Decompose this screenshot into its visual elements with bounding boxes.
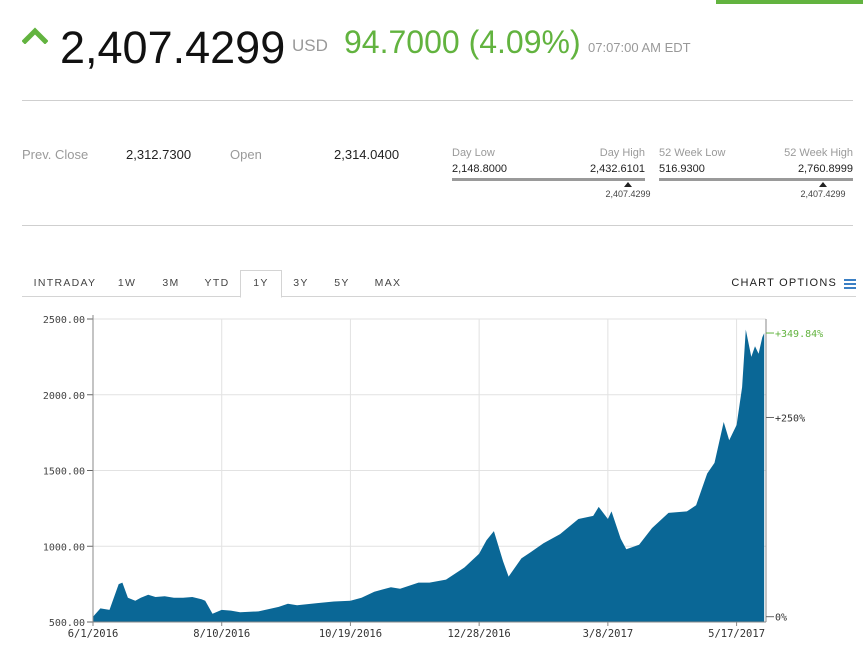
price-change: 94.7000 (4.09%) [344, 24, 581, 60]
quote-time: 07:07:00 AM EDT [588, 40, 691, 55]
tab-5y[interactable]: 5Y [334, 277, 350, 289]
prev-close-value: 2,312.7300 [126, 147, 192, 162]
header-accent-bar [716, 0, 863, 4]
x-tick-label: 3/8/2017 [583, 628, 634, 640]
tab-intraday[interactable]: INTRADAY [33, 277, 97, 289]
tab-1y[interactable]: 1Y [240, 270, 282, 298]
day-high-label: Day High [599, 147, 645, 159]
price-chart: 500.00 1000.00 1500.00 2000.00 2500.00 6/1/20… [43, 315, 823, 640]
open-value: 2,314.0400 [334, 147, 400, 162]
day-low-label: Day Low [452, 147, 495, 159]
tab-3y[interactable]: 3Y [293, 277, 309, 289]
day-range-track [452, 178, 645, 181]
chart-options-button[interactable]: CHART OPTIONS [731, 271, 856, 296]
right-axis-label: +250% [775, 413, 805, 424]
price-area [93, 329, 765, 622]
stats-row: Prev. Close 2,312.7300 Open 2,314.0400 D… [22, 145, 853, 205]
x-tick-label: 5/17/2017 [708, 628, 765, 640]
divider-middle [22, 225, 853, 226]
tabs-underline [22, 296, 856, 297]
week52-range: 52 Week Low 52 Week High 516.9300 2,760.… [659, 147, 853, 199]
x-tick-label: 12/28/2016 [448, 628, 511, 640]
right-axis-label: +349.84% [775, 329, 823, 340]
day-range-marker [624, 182, 632, 187]
quote-header: 2,407.4299 USD 94.7000 (4.09%) 07:07:00 … [22, 14, 722, 73]
currency-code: USD [292, 36, 328, 55]
open-label: Open [230, 147, 262, 162]
x-tick-label: 6/1/2016 [68, 628, 119, 640]
week52-high-value: 2,760.8999 [797, 163, 853, 175]
week52-range-track [659, 178, 853, 181]
week52-high-label: 52 Week High [784, 147, 853, 159]
week52-range-current: 2,407.4299 [800, 189, 846, 199]
divider-top [22, 100, 853, 101]
day-low-value: 2,148.8000 [452, 163, 508, 175]
week52-low-value: 516.9300 [659, 163, 705, 175]
y-tick-label: 2500.00 [43, 315, 85, 326]
chart-options-label: CHART OPTIONS [731, 277, 837, 289]
day-range: Day Low Day High 2,148.8000 2,432.6101 2… [452, 147, 651, 199]
tab-max[interactable]: MAX [374, 277, 402, 289]
x-tick-label: 10/19/2016 [319, 628, 382, 640]
week52-range-marker [819, 182, 827, 187]
day-high-value: 2,432.6101 [589, 163, 645, 175]
last-price: 2,407.4299 [60, 22, 286, 73]
y-tick-label: 2000.00 [43, 391, 85, 402]
range-tabs: INTRADAY 1W 3M YTD 1Y 3Y 5Y MAX CHART OP… [22, 270, 856, 299]
y-tick-label: 500.00 [49, 618, 85, 629]
y-tick-label: 1000.00 [43, 542, 85, 553]
day-range-current: 2,407.4299 [605, 189, 651, 199]
menu-icon [844, 279, 856, 289]
up-arrow-icon [22, 27, 48, 44]
x-tick-label: 8/10/2016 [193, 628, 250, 640]
prev-close-label: Prev. Close [22, 147, 89, 162]
tab-3m[interactable]: 3M [162, 277, 180, 289]
y-tick-label: 1500.00 [43, 467, 85, 478]
tab-ytd[interactable]: YTD [204, 277, 230, 289]
tab-1w[interactable]: 1W [117, 277, 137, 289]
right-axis-label: 0% [775, 613, 787, 624]
week52-low-label: 52 Week Low [659, 147, 726, 159]
